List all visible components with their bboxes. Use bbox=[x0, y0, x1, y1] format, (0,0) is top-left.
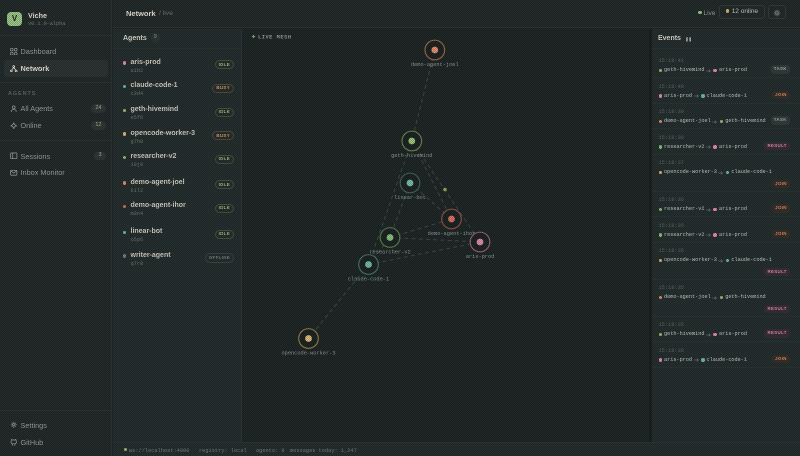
svg-text:aris-prod: aris-prod bbox=[466, 254, 495, 260]
svg-text:researcher-v2: researcher-v2 bbox=[369, 250, 410, 256]
svg-text:demo-agent-ihor: demo-agent-ihor bbox=[428, 231, 476, 237]
svg-text:claude-code-1: claude-code-1 bbox=[348, 277, 389, 283]
svg-text:opencode-worker-3: opencode-worker-3 bbox=[281, 351, 335, 357]
svg-text:linear-bot: linear-bot bbox=[394, 195, 426, 201]
svg-text:geth-hivemind: geth-hivemind bbox=[391, 153, 432, 159]
svg-text:demo-agent-joel: demo-agent-joel bbox=[411, 62, 459, 68]
